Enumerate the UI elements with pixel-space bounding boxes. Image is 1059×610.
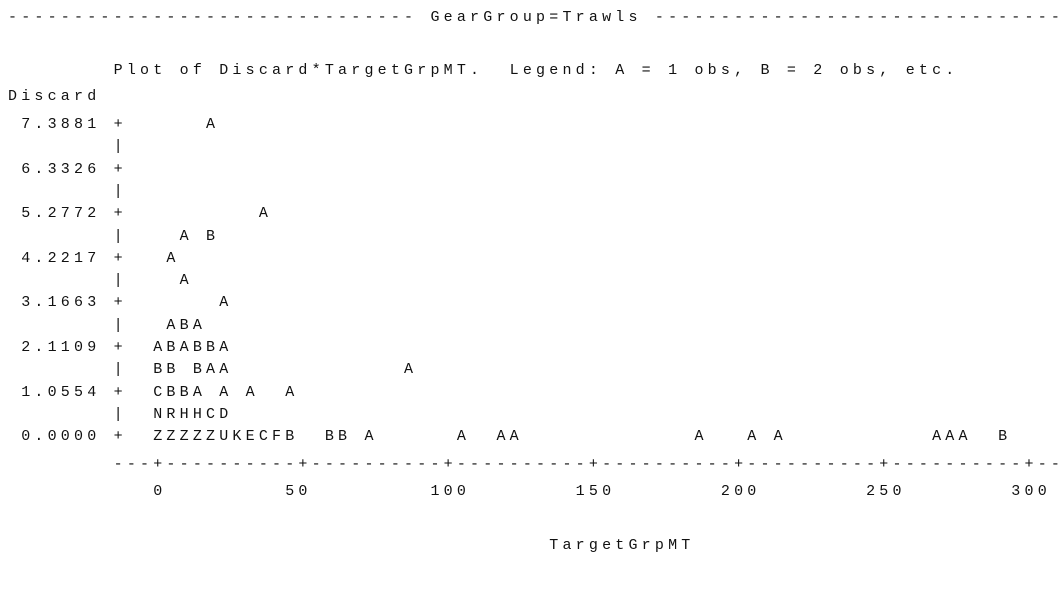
plot-row: 3.1663 + A: [8, 294, 233, 312]
plot-row: | BB BAA A: [8, 361, 418, 379]
x-tick-labels: 0 50 100 150 200 250 300: [8, 483, 1051, 500]
plot-row: 6.3326 +: [8, 160, 127, 178]
plot-row: | NRHHCD: [8, 405, 233, 423]
plot-title: Plot of Discard*TargetGrpMT. Legend: A =…: [8, 62, 959, 79]
plot-row: |: [8, 182, 127, 200]
plot-row: 4.2217 + A: [8, 249, 180, 267]
header-line: ------------------------------- GearGrou…: [8, 9, 1059, 26]
x-axis-label: TargetGrpMT: [8, 537, 695, 554]
y-axis-label: Discard: [8, 88, 101, 105]
plot-row: 0.0000 + ZZZZZUKECFB BB A A AA A A A AAA…: [8, 428, 1012, 446]
plot-row: |: [8, 138, 127, 156]
plot-row: | A: [8, 272, 193, 290]
plot-row: 5.2772 + A: [8, 205, 273, 223]
plot-row: 7.3881 + A: [8, 116, 220, 133]
plot-row: | ABA: [8, 316, 207, 334]
plot-row: 2.1109 + ABABBA: [8, 339, 233, 356]
x-axis-line: ---+----------+----------+----------+---…: [8, 456, 1059, 473]
plot-row: | A B: [8, 227, 220, 245]
plot-row: 1.0554 + CBBA A A A: [8, 383, 299, 401]
